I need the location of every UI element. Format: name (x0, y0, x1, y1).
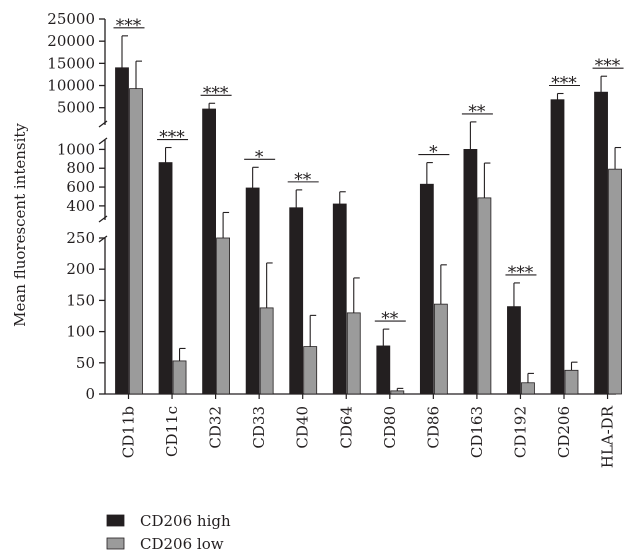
x-tick-label: HLA-DR (599, 405, 617, 468)
bar-high-cd33 (245, 187, 260, 395)
x-axis-tick-labels: CD11b CD11c CD32 CD33 CD40 CD64 CD80 CD86 CD163 C… (120, 394, 617, 468)
bar-high-cd32 (202, 108, 217, 395)
y-axis-label: Mean fluorescent intensity (11, 123, 29, 327)
bar-low-cd163 (477, 197, 492, 395)
x-tick-label: CD80 (381, 406, 399, 449)
x-tick-label: CD86 (424, 406, 442, 449)
x-tick-label: CD64 (337, 406, 355, 449)
significance-stars: *** (116, 16, 142, 36)
bar-low-cd64 (346, 312, 361, 395)
y-tick-label: 15000 (47, 54, 95, 72)
significance-annotations: ************************** (113, 16, 624, 329)
bar-low-cd40 (303, 346, 318, 395)
significance-stars: ** (468, 102, 486, 122)
axis-break-mark (98, 215, 108, 223)
axis-break-mark (98, 120, 108, 128)
legend-label: CD206 low (140, 535, 224, 553)
legend-label: CD206 high (140, 512, 231, 530)
y-tick-label: 800 (66, 159, 95, 177)
significance-stars: ** (381, 309, 399, 329)
significance-stars: *** (159, 128, 185, 148)
significance-stars: *** (595, 56, 621, 76)
x-tick-label: CD33 (250, 406, 268, 449)
bars (115, 67, 622, 395)
y-tick-label: 250 (66, 229, 95, 247)
x-tick-label: CD40 (294, 406, 312, 449)
legend-swatch (106, 537, 125, 550)
bar-high-cd163 (463, 149, 478, 395)
y-tick-label: 400 (66, 197, 95, 215)
y-tick-label: 1000 (57, 140, 95, 158)
legend: CD206 high CD206 low (106, 512, 231, 553)
bar-high-cd11c (158, 162, 173, 395)
bar-high-cd206 (550, 99, 565, 395)
x-tick-label: CD163 (468, 406, 486, 458)
y-tick-label: 0 (85, 385, 95, 403)
significance-stars: ** (294, 170, 312, 190)
y-tick-label: 200 (66, 260, 95, 278)
bar-low-cd206 (564, 369, 579, 395)
bar-high-cd40 (289, 207, 304, 395)
y-tick-label: 25000 (47, 10, 95, 28)
bar-high-cd86 (419, 183, 434, 395)
bar-low-cd80 (390, 390, 405, 395)
x-tick-label: CD206 (555, 406, 573, 458)
bar-low-cd33 (259, 307, 274, 395)
x-tick-label: CD32 (207, 406, 225, 449)
y-tick-label: 100 (66, 323, 95, 341)
y-tick-label: 150 (66, 291, 95, 309)
y-tick-label: 5000 (57, 99, 95, 117)
bar-low-cd11b (129, 88, 143, 395)
axis-break-mark (98, 235, 108, 243)
bar-low-cd86 (433, 303, 448, 395)
legend-swatch (106, 514, 125, 527)
bar-low-cd11c (172, 360, 187, 395)
bar-low-cd32 (216, 237, 231, 395)
bar-high-hla-dr (594, 91, 608, 395)
error-bars (121, 35, 622, 391)
significance-stars: * (429, 143, 438, 163)
bar-high-cd80 (376, 345, 391, 395)
bar-low-hla-dr (608, 168, 622, 395)
significance-stars: *** (203, 83, 229, 103)
bar-low-cd192 (521, 382, 535, 395)
bar-high-cd64 (332, 203, 347, 395)
x-tick-label: CD11c (163, 406, 181, 457)
bar-high-cd11b (115, 67, 129, 395)
y-tick-label: 20000 (47, 32, 95, 50)
y-tick-label: 50 (76, 354, 95, 372)
significance-stars: * (255, 147, 264, 167)
y-tick-label: 600 (66, 178, 95, 196)
x-tick-label: CD192 (511, 406, 529, 458)
x-tick-label: CD11b (120, 406, 138, 458)
axis-break-mark (98, 137, 108, 145)
bar-high-cd192 (507, 306, 521, 395)
y-tick-label: 10000 (47, 77, 95, 95)
significance-stars: *** (551, 74, 577, 94)
significance-stars: *** (508, 263, 534, 283)
